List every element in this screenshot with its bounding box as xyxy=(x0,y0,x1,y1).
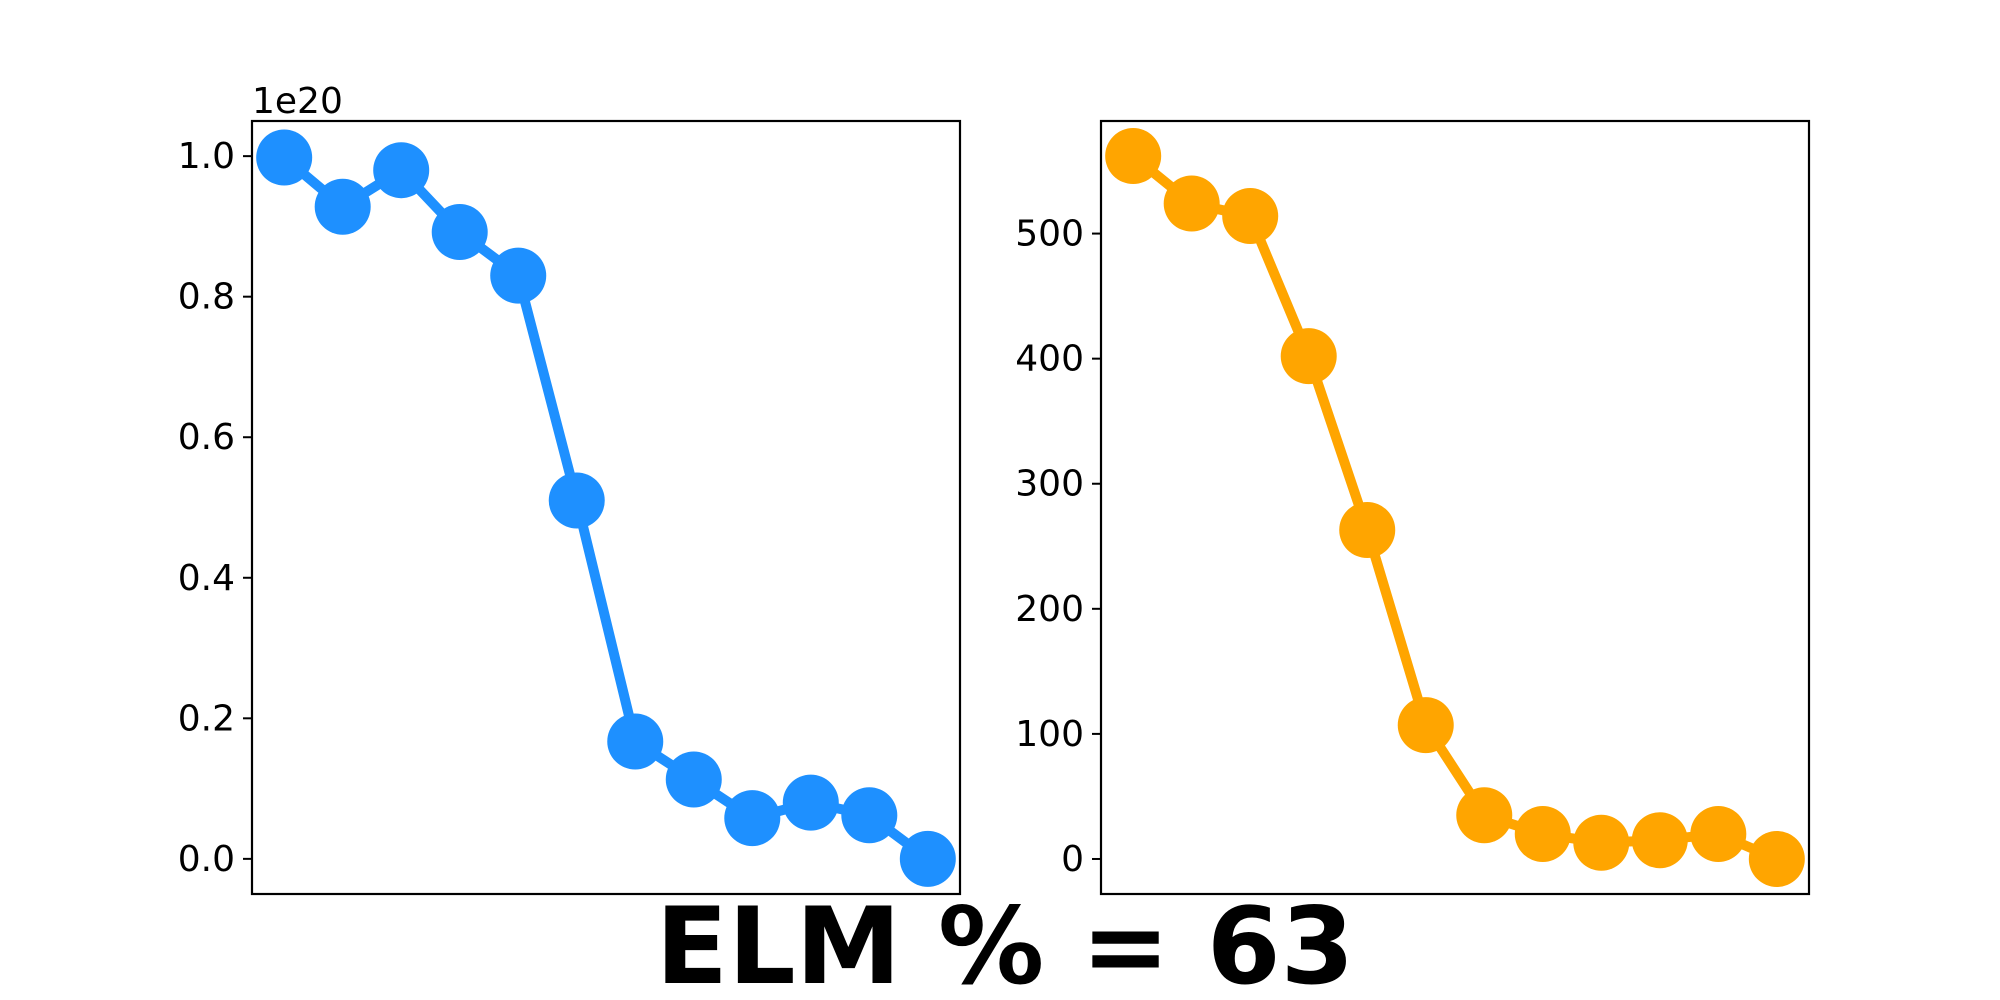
y-tick-label: 300 xyxy=(1015,464,1084,505)
data-point xyxy=(1690,805,1747,862)
data-point xyxy=(841,787,898,844)
data-point xyxy=(1339,502,1396,559)
data-point xyxy=(490,247,547,304)
data-point xyxy=(1573,814,1630,871)
y-tick-label: 0.4 xyxy=(178,558,235,599)
data-point xyxy=(1397,697,1454,754)
y-tick-label: 200 xyxy=(1015,589,1084,630)
footer-title: ELM % = 63 xyxy=(656,885,1355,1000)
y-offset-label: 1e20 xyxy=(252,81,343,122)
y-tick-label: 0.0 xyxy=(178,839,235,880)
data-point xyxy=(431,204,488,261)
data-point xyxy=(1456,787,1513,844)
data-point xyxy=(1222,188,1279,245)
data-point xyxy=(782,774,839,831)
data-point xyxy=(724,790,781,847)
data-point xyxy=(1163,175,1220,232)
data-point xyxy=(314,178,371,235)
data-point xyxy=(548,472,605,529)
data-point xyxy=(665,751,722,808)
chart-left: 0.0 0.2 0.4 0.6 0.8 1.0 1e20 xyxy=(178,81,962,896)
data-point xyxy=(1105,128,1162,185)
plot-frame-right xyxy=(1099,119,1811,896)
data-point xyxy=(607,713,664,770)
y-tick-label: 400 xyxy=(1015,339,1084,380)
y-tick-label: 100 xyxy=(1015,714,1084,755)
y-tick-label: 0.2 xyxy=(178,698,235,739)
data-point xyxy=(1748,830,1805,887)
data-point xyxy=(899,830,956,887)
plot-frame-left xyxy=(250,119,962,896)
series-line-left xyxy=(279,152,933,864)
y-tick-label: 0.6 xyxy=(178,417,235,458)
series-line-right xyxy=(1128,151,1782,864)
y-tick-label: 500 xyxy=(1015,214,1084,255)
chart-right: 0 100 200 300 400 500 xyxy=(1015,119,1811,896)
data-point xyxy=(256,129,313,186)
y-tick-label: 0 xyxy=(1061,839,1084,880)
data-point xyxy=(1514,805,1571,862)
data-point xyxy=(1631,812,1688,869)
data-point xyxy=(1280,328,1337,385)
y-tick-label: 0.8 xyxy=(178,277,235,318)
y-tick-label: 1.0 xyxy=(178,136,235,177)
data-point xyxy=(373,142,430,199)
